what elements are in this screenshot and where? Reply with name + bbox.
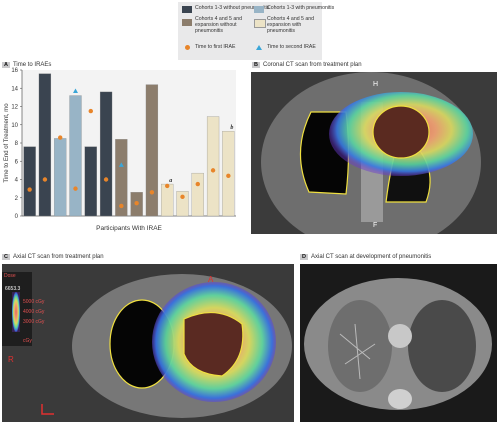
first-irae-point [195,181,200,187]
head-marker: H [373,81,378,88]
x-axis-label: Participants With IRAE [96,225,162,232]
y-tick-label: 14 [11,86,18,92]
anterior-marker: A [208,275,214,284]
first-irae-point [149,190,155,195]
first-irae-point [119,203,124,209]
bar [161,183,174,217]
y-tick-label: 12 [11,105,18,111]
coronal-ct-image: H F [251,72,497,234]
first-irae-point [210,168,216,173]
triangle-marker-icon [256,45,262,50]
circle-marker-icon [185,45,190,50]
panel-b-header: B Coronal CT scan from treatment plan [252,62,362,68]
first-irae-point [42,177,48,182]
first-irae-point [134,201,139,206]
bar [145,84,159,217]
legend-label: Time to first IRAE [195,44,236,50]
first-irae-point [58,135,63,140]
foot-marker: F [373,222,377,229]
dose-level: 3000 cGy [23,319,45,325]
y-tick-label: 10 [11,123,18,129]
y-tick-label: 2 [15,196,19,202]
dose-header: Dose [4,273,16,279]
first-irae-point [103,177,109,182]
bar [206,116,220,217]
dose-max: 6653.3 [5,286,21,292]
bar [115,139,128,217]
panel-letter: B [252,62,260,68]
panel-title: Coronal CT scan from treatment plan [262,62,362,68]
legend-label: Cohorts 1-3 without pneumonitis [195,5,270,11]
panel-letter: A [2,62,10,68]
first-irae-point [226,173,231,179]
bar [54,138,67,217]
dose-level: 4000 cGy [23,309,45,315]
bar [191,172,204,217]
y-tick-label: 6 [15,159,19,165]
panel-d-header: D Axial CT scan at development of pneumon… [300,254,431,260]
legend-swatch-cohort13-yes [254,6,264,13]
legend-label: Cohorts 1-3 with pneumonitis [267,5,335,11]
bar [176,191,189,217]
legend-swatch-cohort45-yes [254,19,266,28]
legend-label: Cohorts 4 and 5 and expansion without pn… [195,16,243,34]
panel-title: Axial CT scan from treatment plan [12,254,104,260]
panel-title: Time to IRAEs [12,62,52,68]
y-tick-label: 16 [11,68,18,74]
first-irae-point [73,186,78,191]
axial-ct-plan-image: A R [2,264,294,422]
panel-title: Axial CT scan at development of pneumoni… [310,254,432,260]
first-irae-point [27,187,32,192]
second-irae-point [73,88,78,93]
bar [99,91,113,217]
legend-swatch-cohort13-no [182,6,192,13]
panel-c-header: C Axial CT scan from treatment plan [2,254,104,260]
first-irae-point [180,194,185,200]
bar [84,146,97,217]
bar [23,146,36,217]
bar [38,73,52,217]
panel-letter: D [300,254,308,260]
right-marker: R [8,355,14,364]
first-irae-point [88,108,93,114]
bar [69,95,82,217]
y-axis-label: Time to End of Treatment, mo [4,103,10,183]
y-tick-label: 4 [15,178,19,184]
plot-background [22,70,236,216]
dose-level: 5000 cGy [23,299,45,305]
chart-legend: Cohorts 1-3 without pneumonitis Cohorts … [178,2,334,60]
y-tick-label: 0 [15,214,19,220]
panel-letter: C [2,254,10,260]
y-tick-label: 8 [15,141,19,147]
bar-footnote: a [169,178,172,184]
second-irae-point [118,162,124,167]
legend-label: Cohorts 4 and 5 and expansion with pneum… [267,16,315,34]
orientation-axis-icon [41,404,54,415]
legend-swatch-cohort45-no [182,19,192,26]
dose-level: cGy [23,338,32,344]
bar-footnote: b [230,125,233,131]
bar-chart: 0 2 4 6 8 10 12 14 16 Time to End of Treatment, m… [4,68,236,232]
panel-a-header: A Time to IRAEs [2,62,51,68]
first-irae-point [165,183,170,189]
legend-label: Time to second IRAE [267,44,316,50]
bar [222,130,235,217]
axial-ct-pneumonitis-image [300,264,497,422]
